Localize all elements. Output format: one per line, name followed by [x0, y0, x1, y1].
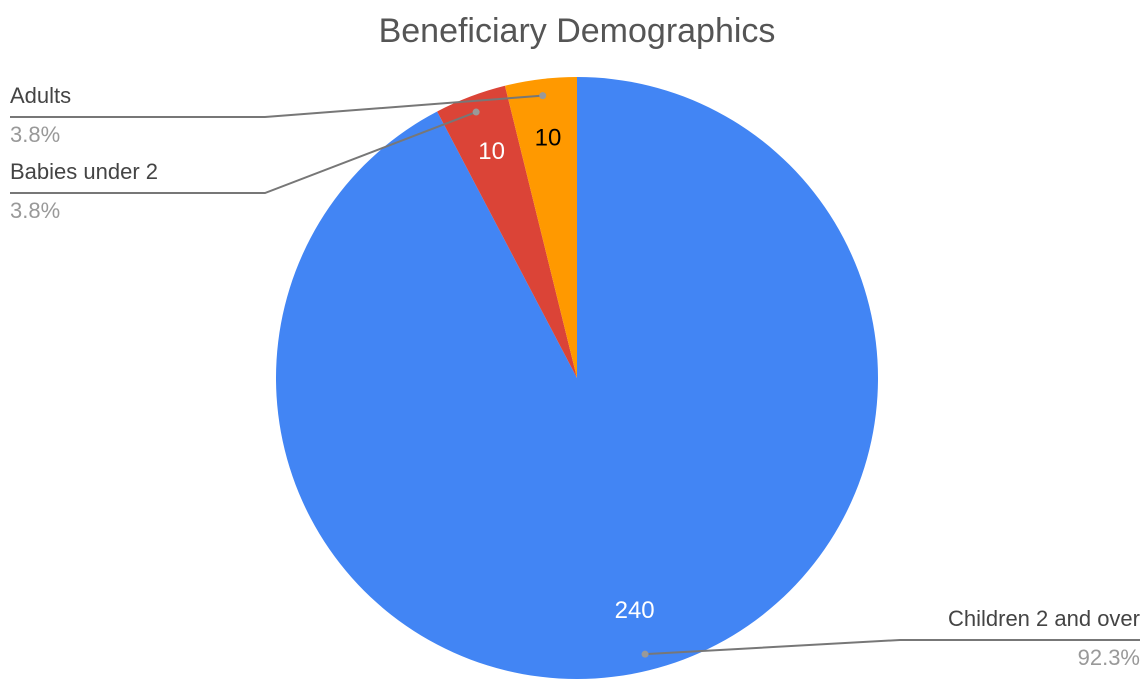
slice-value-label: 10: [535, 124, 562, 151]
leader-line: [10, 111, 477, 194]
chart-title: Beneficiary Demographics: [379, 12, 776, 50]
leader-dot: [539, 92, 547, 100]
category-label: Adults: [10, 83, 71, 108]
leader-line: [645, 639, 1140, 656]
percent-label: 3.8%: [10, 122, 60, 147]
leader-line: [10, 94, 543, 118]
leader-dot: [472, 108, 480, 116]
pie-slice: [437, 85, 577, 378]
category-label: Children 2 and over: [948, 606, 1140, 631]
category-label: Babies under 2: [10, 159, 158, 184]
pie-slice: [504, 77, 577, 378]
leader-dot: [641, 650, 649, 658]
slice-value-label: 10: [478, 138, 505, 165]
slice-value-label: 240: [615, 597, 655, 624]
percent-label: 92.3%: [1078, 645, 1140, 670]
percent-label: 3.8%: [10, 198, 60, 223]
